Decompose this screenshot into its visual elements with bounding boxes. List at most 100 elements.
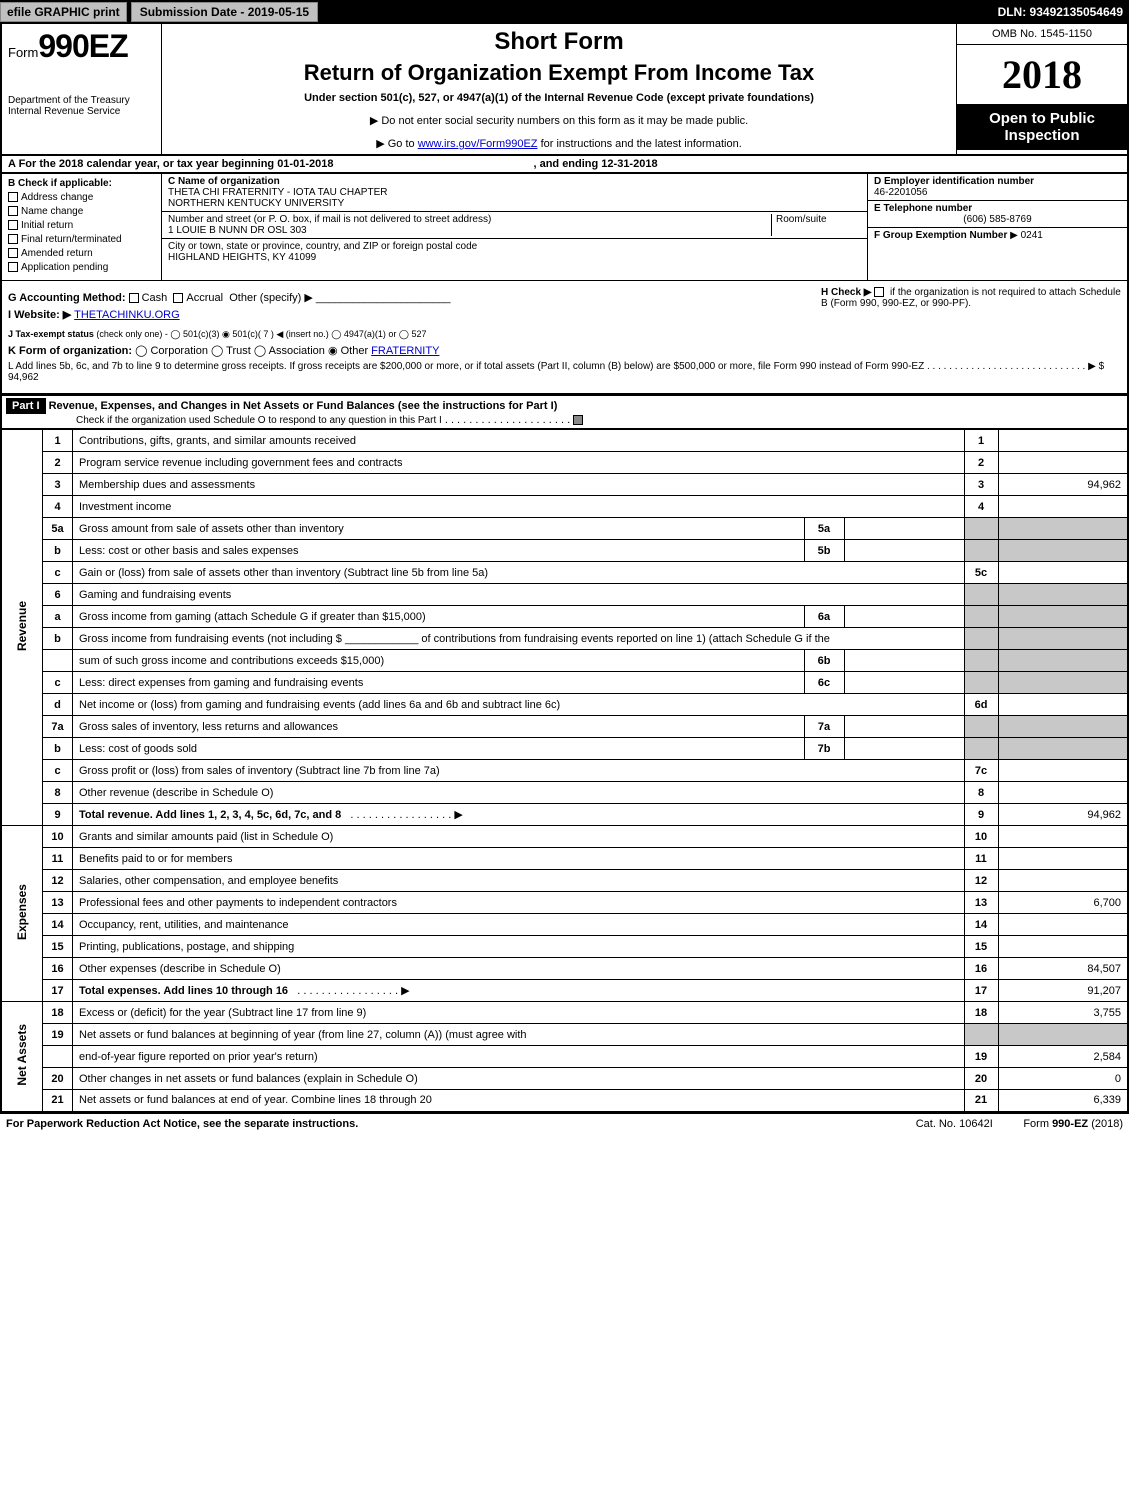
- gray-cell: [964, 738, 998, 760]
- gray-cell: [998, 518, 1128, 540]
- line-desc: Net assets or fund balances at end of ye…: [73, 1090, 965, 1112]
- line-desc: Occupancy, rent, utilities, and maintena…: [73, 914, 965, 936]
- submission-date: Submission Date - 2019-05-15: [131, 2, 318, 22]
- line-number: 21: [43, 1090, 73, 1112]
- line-desc: Total expenses. Add lines 10 through 16 …: [73, 980, 965, 1002]
- chk-h[interactable]: [874, 287, 884, 297]
- chk-part1[interactable]: [573, 415, 583, 425]
- line-row: 2Program service revenue including gover…: [1, 452, 1128, 474]
- line-row: Net Assets18Excess or (deficit) for the …: [1, 1002, 1128, 1024]
- amount-value: 84,507: [998, 958, 1128, 980]
- line-desc: Investment income: [73, 496, 965, 518]
- right-number: 7c: [964, 760, 998, 782]
- g-accrual: Accrual: [186, 292, 223, 304]
- chk-initial[interactable]: Initial return: [8, 220, 155, 231]
- right-number: 8: [964, 782, 998, 804]
- line-desc: Net income or (loss) from gaming and fun…: [73, 694, 965, 716]
- gray-cell: [998, 1024, 1128, 1046]
- line-row: end-of-year figure reported on prior yea…: [1, 1046, 1128, 1068]
- line-number: 17: [43, 980, 73, 1002]
- gray-cell: [998, 584, 1128, 606]
- chk-cash[interactable]: [129, 293, 139, 303]
- amount-value: [998, 826, 1128, 848]
- amount-value: [998, 870, 1128, 892]
- line-number: c: [43, 672, 73, 694]
- gray-cell: [964, 540, 998, 562]
- line-number: b: [43, 738, 73, 760]
- mid-label: 6a: [804, 606, 844, 628]
- form-footer: Form 990-EZ (2018): [1023, 1118, 1123, 1130]
- right-number: 12: [964, 870, 998, 892]
- gray-cell: [964, 716, 998, 738]
- line-desc: Other changes in net assets or fund bala…: [73, 1068, 965, 1090]
- chk-accrual[interactable]: [173, 293, 183, 303]
- line-row: 4Investment income4: [1, 496, 1128, 518]
- line-desc: end-of-year figure reported on prior yea…: [73, 1046, 965, 1068]
- amount-value: [998, 782, 1128, 804]
- line-row: 7aGross sales of inventory, less returns…: [1, 716, 1128, 738]
- line-row: Expenses10Grants and similar amounts pai…: [1, 826, 1128, 848]
- street-value: 1 LOUIE B NUNN DR OSL 303: [168, 225, 307, 236]
- chk-pending[interactable]: Application pending: [8, 262, 155, 273]
- k-link[interactable]: FRATERNITY: [371, 345, 439, 357]
- chk-name[interactable]: Name change: [8, 206, 155, 217]
- gray-cell: [964, 672, 998, 694]
- a-post: , and ending 12-31-2018: [533, 158, 657, 170]
- line-number: 8: [43, 782, 73, 804]
- line-number: 2: [43, 452, 73, 474]
- line-number: 14: [43, 914, 73, 936]
- line-number: 12: [43, 870, 73, 892]
- line-number: 7a: [43, 716, 73, 738]
- lines-table: Revenue1Contributions, gifts, grants, an…: [0, 429, 1129, 1113]
- line-desc: Other revenue (describe in Schedule O): [73, 782, 965, 804]
- line-row: 17Total expenses. Add lines 10 through 1…: [1, 980, 1128, 1002]
- gray-cell: [998, 672, 1128, 694]
- org-name-1: THETA CHI FRATERNITY - IOTA TAU CHAPTER: [168, 187, 861, 198]
- line-row: 20Other changes in net assets or fund ba…: [1, 1068, 1128, 1090]
- mid-label: 6c: [804, 672, 844, 694]
- line-number: b: [43, 540, 73, 562]
- line-number: 1: [43, 430, 73, 452]
- mid-label: 7b: [804, 738, 844, 760]
- gray-cell: [998, 716, 1128, 738]
- line-row: 6Gaming and fundraising events: [1, 584, 1128, 606]
- line-desc: Less: direct expenses from gaming and fu…: [73, 672, 805, 694]
- goto-post: for instructions and the latest informat…: [538, 138, 742, 150]
- street-label: Number and street (or P. O. box, if mail…: [168, 214, 491, 225]
- right-number: 15: [964, 936, 998, 958]
- line-desc: Gross income from gaming (attach Schedul…: [73, 606, 805, 628]
- line-number: 13: [43, 892, 73, 914]
- omb-number: OMB No. 1545-1150: [957, 24, 1127, 45]
- efile-print-button[interactable]: efile GRAPHIC print: [0, 2, 127, 22]
- right-number: 3: [964, 474, 998, 496]
- amount-value: 91,207: [998, 980, 1128, 1002]
- i-label: I Website: ▶: [8, 309, 71, 321]
- org-name-2: NORTHERN KENTUCKY UNIVERSITY: [168, 198, 861, 209]
- mid-label: 5b: [804, 540, 844, 562]
- chk-address[interactable]: Address change: [8, 192, 155, 203]
- j-label: J Tax-exempt status: [8, 329, 94, 339]
- h-label: H Check ▶: [821, 287, 871, 298]
- entity-block: B Check if applicable: Address change Na…: [0, 174, 1129, 280]
- website-link[interactable]: THETACHINKU.ORG: [74, 309, 180, 321]
- line-row: 3Membership dues and assessments394,962: [1, 474, 1128, 496]
- goto-pre: ▶ Go to: [376, 138, 417, 150]
- gray-cell: [964, 650, 998, 672]
- right-number: 6d: [964, 694, 998, 716]
- line-number: 11: [43, 848, 73, 870]
- chk-final[interactable]: Final return/terminated: [8, 234, 155, 245]
- chk-amended[interactable]: Amended return: [8, 248, 155, 259]
- gray-cell: [998, 628, 1128, 650]
- tax-year: 2018: [957, 45, 1127, 104]
- amount-value: [998, 496, 1128, 518]
- line-number: [43, 650, 73, 672]
- header-bar: efile GRAPHIC print Submission Date - 20…: [0, 0, 1129, 24]
- line-desc: Gross income from fundraising events (no…: [73, 628, 965, 650]
- dln: DLN: 93492135054649: [998, 5, 1129, 19]
- amount-value: 6,339: [998, 1090, 1128, 1112]
- amount-value: [998, 848, 1128, 870]
- right-number: 20: [964, 1068, 998, 1090]
- goto-link[interactable]: www.irs.gov/Form990EZ: [418, 138, 538, 150]
- section-expenses: Expenses: [1, 826, 43, 1002]
- goto-line: ▶ Go to www.irs.gov/Form990EZ for instru…: [170, 137, 948, 150]
